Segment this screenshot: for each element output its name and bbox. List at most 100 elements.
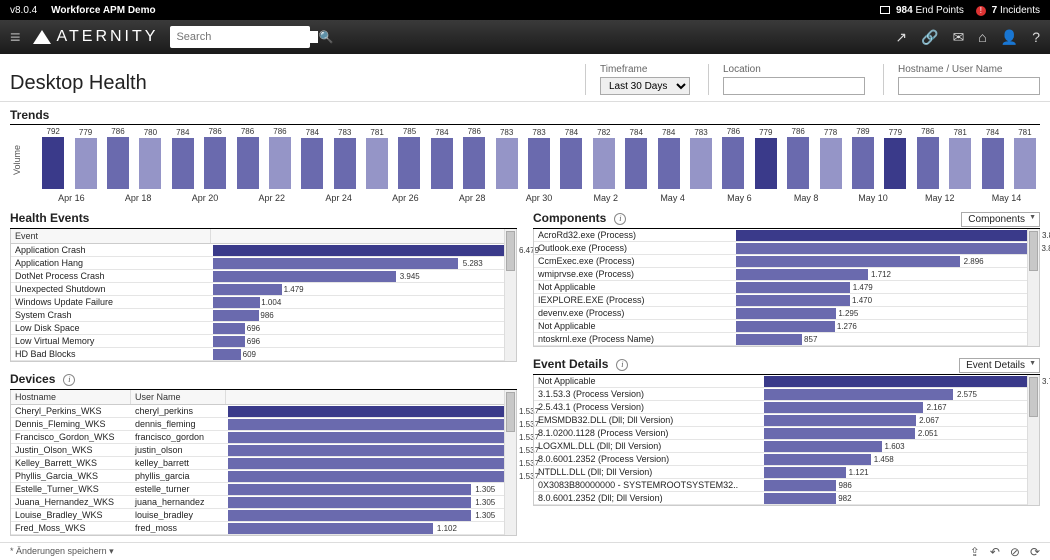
table-row[interactable]: Not Applicable1.479 xyxy=(534,281,1039,294)
table-row[interactable]: Dennis_Fleming_WKSdennis_fleming1.537 xyxy=(11,418,516,431)
incidents-indicator[interactable]: ! 7 Incidents xyxy=(976,5,1040,16)
trend-bar[interactable]: 782 xyxy=(589,128,619,189)
table-row[interactable]: Not Applicable3.715 xyxy=(534,375,1039,388)
menu-icon[interactable]: ≡ xyxy=(10,27,21,48)
trend-bar[interactable]: 779 xyxy=(880,128,910,189)
trend-bar[interactable]: 783 xyxy=(686,128,716,189)
scrollbar[interactable] xyxy=(504,229,516,361)
refresh-icon[interactable]: ⟳ xyxy=(1030,545,1040,559)
table-row[interactable]: Phyllis_Garcia_WKSphyllis_garcia1.537 xyxy=(11,470,516,483)
bar-value: 786 xyxy=(208,127,221,136)
search-icon[interactable]: 🔍 xyxy=(318,30,333,44)
table-row[interactable]: Not Applicable1.276 xyxy=(534,320,1039,333)
share-icon[interactable]: ↗ xyxy=(895,29,907,46)
mail-icon[interactable]: ✉ xyxy=(953,29,965,46)
table-row[interactable]: 0X3083B80000000 - SYSTEMROOTSYSTEM32..98… xyxy=(534,479,1039,492)
info-icon[interactable]: i xyxy=(614,213,626,225)
table-row[interactable]: System Crash986 xyxy=(11,309,516,322)
trend-bar[interactable]: 780 xyxy=(135,128,165,189)
trend-bar[interactable]: 784 xyxy=(621,128,651,189)
table-row[interactable]: Juana_Hernandez_WKSjuana_hernandez1.305 xyxy=(11,496,516,509)
trend-bar[interactable]: 789 xyxy=(848,127,878,189)
trend-bar[interactable]: 783 xyxy=(524,128,554,189)
info-icon[interactable]: i xyxy=(63,374,75,386)
undo-icon[interactable]: ↶ xyxy=(990,545,1000,559)
table-row[interactable]: DotNet Process Crash3.945 xyxy=(11,270,516,283)
endpoints-indicator[interactable]: 984 End Points xyxy=(880,5,964,16)
trend-bar[interactable]: 781 xyxy=(362,128,392,189)
trend-bar[interactable]: 783 xyxy=(330,128,360,189)
scrollbar[interactable] xyxy=(1027,375,1039,505)
trend-bar[interactable]: 781 xyxy=(945,128,975,189)
trend-bar[interactable]: 783 xyxy=(491,128,521,189)
table-row[interactable]: AcroRd32.exe (Process)3.898 xyxy=(534,229,1039,242)
footer-save[interactable]: * Änderungen speichern ▾ xyxy=(10,546,114,557)
trend-bar[interactable]: 784 xyxy=(556,128,586,189)
trend-bar[interactable]: 785 xyxy=(394,127,424,189)
scrollbar[interactable] xyxy=(1027,229,1039,346)
trend-bar[interactable]: 779 xyxy=(70,128,100,189)
home-icon[interactable]: ⌂ xyxy=(978,29,986,46)
trend-bar[interactable]: 779 xyxy=(751,128,781,189)
trend-bar[interactable]: 786 xyxy=(783,127,813,189)
table-row[interactable]: Justin_Olson_WKSjustin_olson1.537 xyxy=(11,444,516,457)
user-icon[interactable]: 👤 xyxy=(1001,29,1018,46)
table-row[interactable]: Cheryl_Perkins_WKScheryl_perkins1.537 xyxy=(11,405,516,418)
trend-bar[interactable]: 786 xyxy=(265,127,295,189)
table-row[interactable]: Fred_Moss_WKSfred_moss1.102 xyxy=(11,522,516,535)
table-row[interactable]: Estelle_Turner_WKSestelle_turner1.305 xyxy=(11,483,516,496)
table-row[interactable]: Kelley_Barrett_WKSkelley_barrett1.537 xyxy=(11,457,516,470)
table-row[interactable]: Louise_Bradley_WKSlouise_bradley1.305 xyxy=(11,509,516,522)
table-row[interactable]: 3.1.53.3 (Process Version)2.575 xyxy=(534,388,1039,401)
trend-bar[interactable]: 786 xyxy=(232,127,262,189)
table-row[interactable]: Low Virtual Memory696 xyxy=(11,335,516,348)
pause-icon[interactable]: ⊘ xyxy=(1010,545,1020,559)
timeframe-select[interactable]: Last 30 Days xyxy=(600,77,690,95)
help-icon[interactable]: ? xyxy=(1032,29,1040,46)
trend-bar[interactable]: 784 xyxy=(427,128,457,189)
table-row[interactable]: ntoskrnl.exe (Process Name)857 xyxy=(534,333,1039,346)
trend-bar[interactable]: 786 xyxy=(103,127,133,189)
info-icon[interactable]: i xyxy=(616,359,628,371)
logo[interactable]: ATERNITY xyxy=(33,28,159,46)
trend-bar[interactable]: 784 xyxy=(977,128,1007,189)
trend-bar[interactable]: 786 xyxy=(459,127,489,189)
table-row[interactable]: NTDLL.DLL (Dll; Dll Version)1.121 xyxy=(534,466,1039,479)
table-row[interactable]: Outlook.exe (Process)3.891 xyxy=(534,242,1039,255)
table-row[interactable]: LOGXML.DLL (Dll; Dll Version)1.603 xyxy=(534,440,1039,453)
event-details-dropdown[interactable]: Event Details xyxy=(959,358,1040,373)
trend-bar[interactable]: 781 xyxy=(1010,128,1040,189)
search-input[interactable] xyxy=(176,31,318,43)
trend-bar[interactable]: 786 xyxy=(200,127,230,189)
table-row[interactable]: Windows Update Failure1.004 xyxy=(11,296,516,309)
export-icon[interactable]: ⇪ xyxy=(970,545,980,559)
table-row[interactable]: 8.1.0200.1128 (Process Version)2.051 xyxy=(534,427,1039,440)
table-row[interactable]: 8.0.6001.2352 (Process Version)1.458 xyxy=(534,453,1039,466)
location-input[interactable] xyxy=(723,77,865,95)
table-row[interactable]: Francisco_Gordon_WKSfrancisco_gordon1.53… xyxy=(11,431,516,444)
table-row[interactable]: devenv.exe (Process)1.295 xyxy=(534,307,1039,320)
table-row[interactable]: wmiprvse.exe (Process)1.712 xyxy=(534,268,1039,281)
components-dropdown[interactable]: Components xyxy=(961,212,1040,227)
table-row[interactable]: Application Crash6.479 xyxy=(11,244,516,257)
scrollbar[interactable] xyxy=(504,390,516,535)
trend-bar[interactable]: 786 xyxy=(718,127,748,189)
trend-bar[interactable]: 784 xyxy=(297,128,327,189)
table-row[interactable]: IEXPLORE.EXE (Process)1.470 xyxy=(534,294,1039,307)
table-row[interactable]: EMSMDB32.DLL (Dll; Dll Version)2.067 xyxy=(534,414,1039,427)
table-row[interactable]: Unexpected Shutdown1.479 xyxy=(11,283,516,296)
link-icon[interactable]: 🔗 xyxy=(921,29,938,46)
table-row[interactable]: 8.0.6001.2352 (Dll; Dll Version)982 xyxy=(534,492,1039,505)
trend-bar[interactable]: 784 xyxy=(168,128,198,189)
search-box[interactable]: 🔍 xyxy=(170,26,310,48)
table-row[interactable]: 2.5.43.1 (Process Version)2.167 xyxy=(534,401,1039,414)
trend-bar[interactable]: 792 xyxy=(38,127,68,189)
trend-bar[interactable]: 784 xyxy=(653,128,683,189)
table-row[interactable]: Application Hang5.283 xyxy=(11,257,516,270)
table-row[interactable]: CcmExec.exe (Process)2.896 xyxy=(534,255,1039,268)
hostname-input[interactable] xyxy=(898,77,1040,95)
table-row[interactable]: Low Disk Space696 xyxy=(11,322,516,335)
trend-bar[interactable]: 786 xyxy=(913,127,943,189)
trend-bar[interactable]: 778 xyxy=(815,128,845,189)
table-row[interactable]: HD Bad Blocks609 xyxy=(11,348,516,361)
